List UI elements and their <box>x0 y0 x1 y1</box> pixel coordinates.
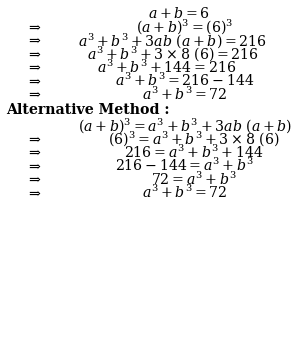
Text: $\Rightarrow$: $\Rightarrow$ <box>26 172 42 186</box>
Text: $72 = a^3+b^3$: $72 = a^3+b^3$ <box>151 170 237 188</box>
Text: $a^3+b^3+144 = 216$: $a^3+b^3+144 = 216$ <box>97 58 236 76</box>
Text: $\Rightarrow$: $\Rightarrow$ <box>26 33 42 47</box>
Text: $\Rightarrow$: $\Rightarrow$ <box>26 145 42 159</box>
Text: $a+b = 6$: $a+b = 6$ <box>148 6 210 21</box>
Text: $216-144 = a^3+b^3$: $216-144 = a^3+b^3$ <box>115 157 254 174</box>
Text: $\Rightarrow$: $\Rightarrow$ <box>26 132 42 146</box>
Text: $(a+b)^3 = a^3+b^3+3ab\ (a+b)$: $(a+b)^3 = a^3+b^3+3ab\ (a+b)$ <box>78 116 292 135</box>
Text: $\Rightarrow$: $\Rightarrow$ <box>26 87 42 101</box>
Text: $a^3+b^3 = 216-144$: $a^3+b^3 = 216-144$ <box>115 72 254 89</box>
Text: $\Rightarrow$: $\Rightarrow$ <box>26 185 42 199</box>
Text: $\Rightarrow$: $\Rightarrow$ <box>26 47 42 61</box>
Text: $a^3+b^3+3ab\ (a+b) = 216$: $a^3+b^3+3ab\ (a+b) = 216$ <box>78 31 267 50</box>
Text: $a^3+b^3 = 72$: $a^3+b^3 = 72$ <box>142 184 228 201</box>
Text: $216 = a^3+b^3+144$: $216 = a^3+b^3+144$ <box>124 143 264 161</box>
Text: $a^3+b^3+3\times8\ (6) = 216$: $a^3+b^3+3\times8\ (6) = 216$ <box>87 44 258 63</box>
Text: $\Rightarrow$: $\Rightarrow$ <box>26 60 42 74</box>
Text: $\Rightarrow$: $\Rightarrow$ <box>26 73 42 88</box>
Text: $\Rightarrow$: $\Rightarrow$ <box>26 158 42 173</box>
Text: $a^3+b^3 = 72$: $a^3+b^3 = 72$ <box>142 85 228 103</box>
Text: $\Rightarrow$: $\Rightarrow$ <box>26 20 42 34</box>
Text: $(6)^3 = a^3+b^3+3\times8\ (6)$: $(6)^3 = a^3+b^3+3\times8\ (6)$ <box>108 129 280 148</box>
Text: Alternative Method :: Alternative Method : <box>6 103 170 117</box>
Text: $(a+b)^3 = (6)^3$: $(a+b)^3 = (6)^3$ <box>136 17 233 36</box>
